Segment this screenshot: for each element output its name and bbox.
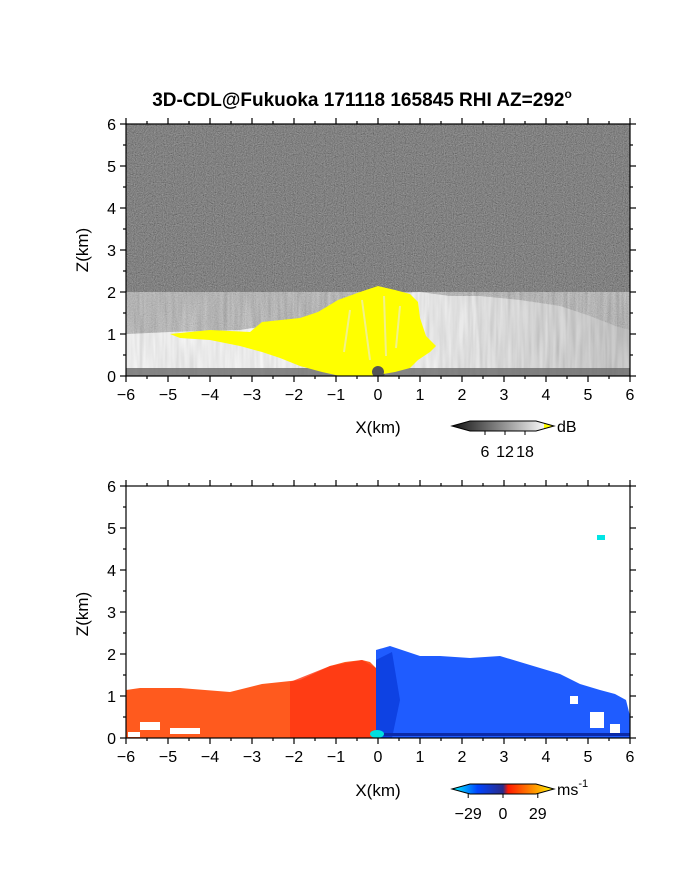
- y-axis-label-top: Z(km): [73, 228, 92, 272]
- top-x-tick-label: −6: [117, 387, 135, 404]
- top-x-tick-label: −2: [285, 387, 303, 404]
- bottom-x-tick-label: 0: [374, 749, 383, 766]
- top-x-tick-label: 1: [416, 387, 425, 404]
- top-x-tick-label: 5: [584, 387, 593, 404]
- bottom-colorbar-tick-label: −29: [455, 806, 482, 823]
- bottom-x-tick-label: −2: [285, 749, 303, 766]
- bottom-colorbar-tick-label: 0: [499, 806, 508, 823]
- figure-title: 3D-CDL@Fukuoka 171118 165845 RHI AZ=292o: [152, 87, 572, 111]
- velocity-colorbar: ms-1 −29 0 29: [450, 778, 588, 823]
- top-y-tick-label: 4: [107, 201, 116, 218]
- x-axis-label-bottom: X(km): [355, 781, 400, 800]
- bottom-y-tick-label: 1: [107, 689, 116, 706]
- bottom-x-tick-label: −5: [159, 749, 177, 766]
- top-colorbar-tick-label: 12: [496, 444, 514, 461]
- top-x-tick-label: 4: [542, 387, 551, 404]
- top-y-tick-label: 3: [107, 243, 116, 260]
- top-y-tick-label: 1: [107, 327, 116, 344]
- top-x-tick-label: 0: [374, 387, 383, 404]
- x-axis-label-top: X(km): [355, 418, 400, 437]
- bottom-x-tick-label: −6: [117, 749, 135, 766]
- bottom-x-tick-label: 2: [458, 749, 467, 766]
- top-colorbar-tick-label: 6: [481, 444, 490, 461]
- top-x-tick-label: 3: [500, 387, 509, 404]
- top-colorbar-tick-label: 18: [516, 444, 534, 461]
- top-y-tick-label: 0: [107, 369, 116, 386]
- bottom-y-tick-label: 3: [107, 605, 116, 622]
- top-y-tick-label: 6: [107, 117, 116, 134]
- top-x-tick-label: 6: [626, 387, 635, 404]
- velocity-panel: −6 −5 −4 −3 −2 −1 0 1 2 3 4 5 6 0 1 2 3 4 5 6 X(km) Z(km) m…: [73, 479, 636, 823]
- bottom-y-tick-label: 4: [107, 563, 116, 580]
- bottom-colorbar-tick-label: 29: [529, 806, 547, 823]
- bottom-x-tick-label: 3: [500, 749, 509, 766]
- bottom-x-tick-label: 6: [626, 749, 635, 766]
- bottom-x-tick-label: −1: [327, 749, 345, 766]
- y-axis-label-bottom: Z(km): [73, 592, 92, 636]
- top-x-tick-label: −5: [159, 387, 177, 404]
- bottom-y-tick-label: 6: [107, 479, 116, 496]
- bottom-y-tick-label: 2: [107, 647, 116, 664]
- reflectivity-colorbar: dB 6 12 18: [450, 419, 577, 461]
- bottom-y-tick-label: 5: [107, 521, 116, 538]
- top-x-tick-label: −1: [327, 387, 345, 404]
- colorbar-unit-db: dB: [557, 419, 577, 436]
- bottom-y-tick-label: 0: [107, 731, 116, 748]
- top-x-tick-label: −4: [201, 387, 219, 404]
- top-y-tick-label: 2: [107, 285, 116, 302]
- velocity-blue-region: [376, 646, 630, 738]
- colorbar-unit-ms: ms-1: [557, 778, 588, 799]
- bottom-x-tick-label: 5: [584, 749, 593, 766]
- top-y-tick-label: 5: [107, 159, 116, 176]
- top-x-tick-label: 2: [458, 387, 467, 404]
- bottom-x-tick-label: 4: [542, 749, 551, 766]
- bottom-x-tick-label: −3: [243, 749, 261, 766]
- top-x-tick-label: −3: [243, 387, 261, 404]
- bottom-x-tick-label: 1: [416, 749, 425, 766]
- bottom-x-tick-label: −4: [201, 749, 219, 766]
